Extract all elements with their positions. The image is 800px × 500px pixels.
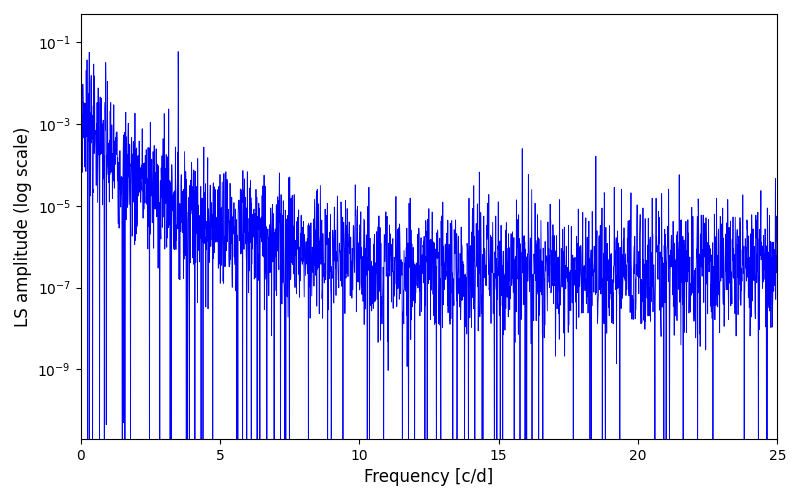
X-axis label: Frequency [c/d]: Frequency [c/d] bbox=[364, 468, 494, 486]
Y-axis label: LS amplitude (log scale): LS amplitude (log scale) bbox=[14, 126, 32, 326]
